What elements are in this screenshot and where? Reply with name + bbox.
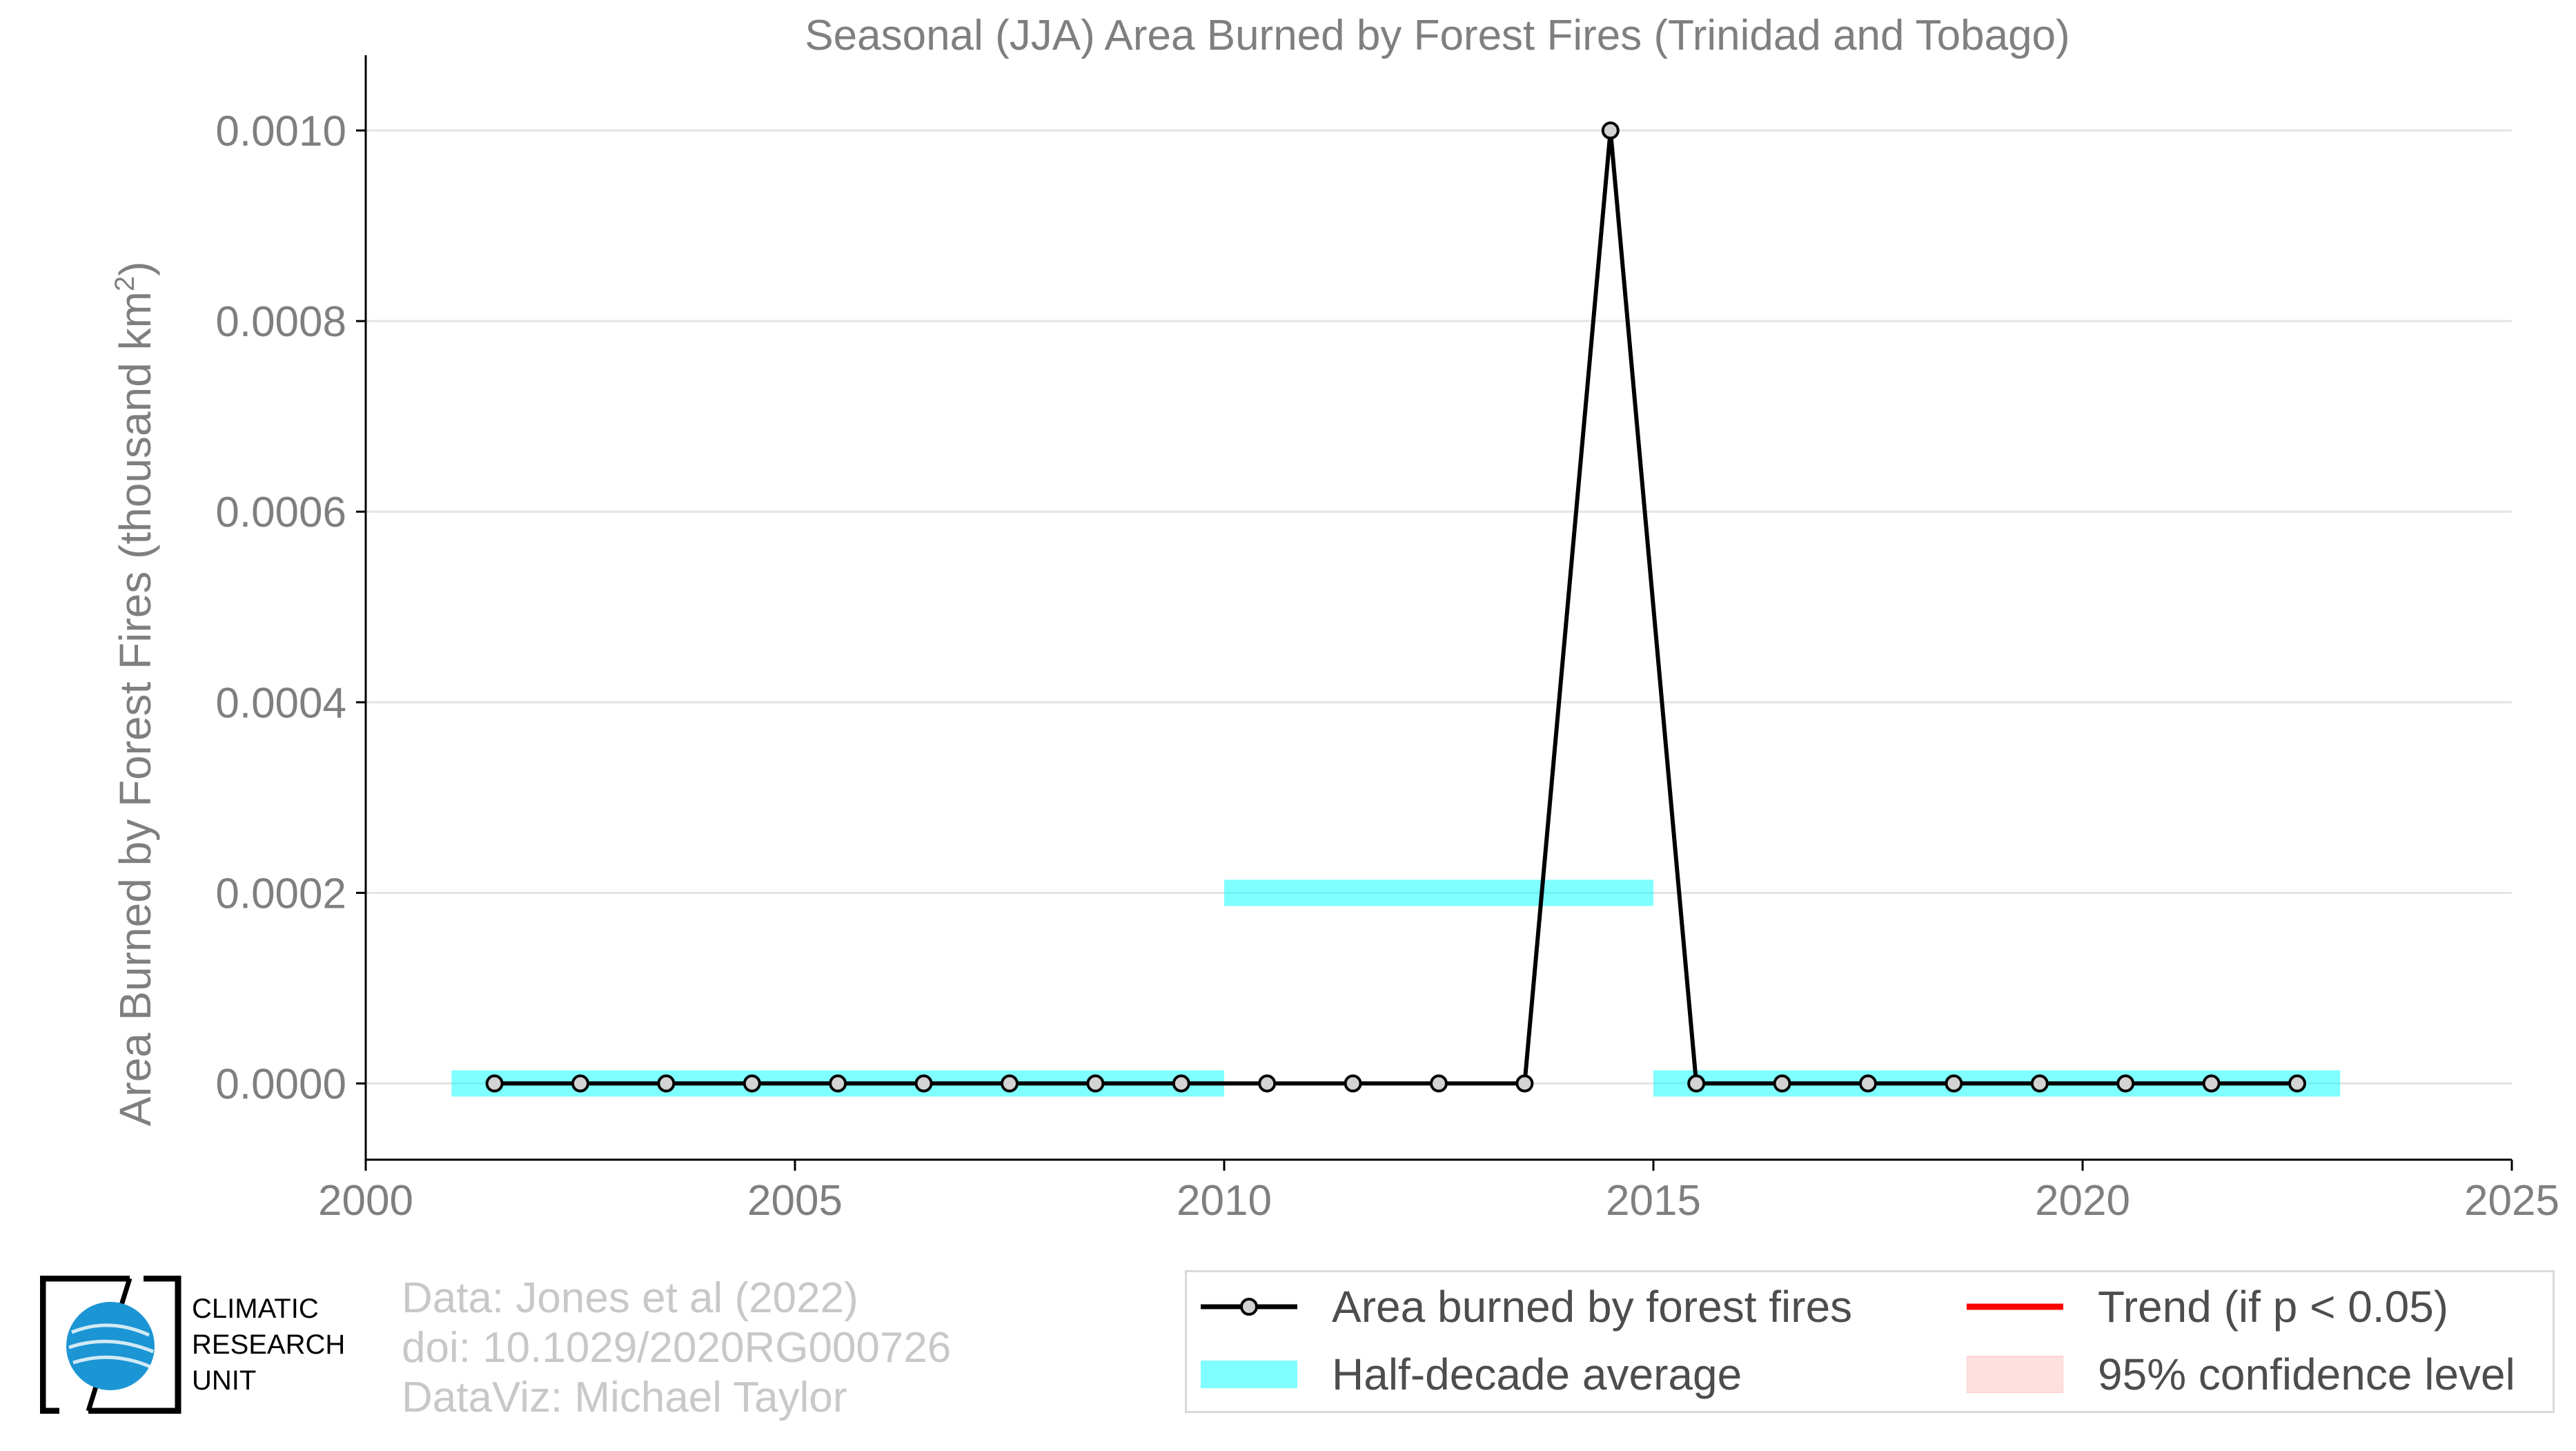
half-decade-average-band [1224, 879, 1653, 906]
y-axis-label-main: Area Burned by Forest Fires (thousand km [110, 291, 160, 1126]
y-tick-label: 0.0010 [215, 108, 346, 155]
x-tick-label: 2010 [1177, 1177, 1272, 1225]
data-point [743, 1074, 761, 1093]
legend: Area burned by forest fires Trend (if p … [1185, 1270, 2555, 1413]
x-tick-label: 2015 [1606, 1177, 1701, 1225]
data-point [914, 1074, 933, 1093]
legend-label-confidence: 95% confidence level [2098, 1350, 2515, 1399]
data-point [2030, 1074, 2049, 1093]
data-credits: Data: Jones et al (2022) doi: 10.1029/20… [402, 1274, 951, 1423]
data-point [1001, 1074, 1019, 1093]
data-point [1687, 1074, 1706, 1093]
x-tick-label: 2000 [318, 1177, 413, 1225]
data-point [2116, 1074, 2135, 1093]
data-point [1859, 1074, 1877, 1093]
grid [366, 129, 2512, 1085]
chart-title: Seasonal (JJA) Area Burned by Forest Fir… [805, 12, 2069, 59]
y-tick-label: 0.0002 [215, 870, 346, 917]
data-point [1515, 1074, 1534, 1093]
data-point [1172, 1074, 1190, 1093]
legend-item-trend: Trend (if p < 0.05) [1967, 1279, 2448, 1334]
cru-logo: CLIMATIC RESEARCH UNIT [39, 1275, 364, 1414]
y-axis-label: Area Burned by Forest Fires (thousand km… [110, 262, 160, 1127]
series-line [494, 130, 2297, 1086]
data-point [1086, 1074, 1105, 1093]
data-point [1601, 121, 1620, 140]
legend-item-area-burned: Area burned by forest fires [1201, 1279, 1852, 1334]
legend-label-half-decade: Half-decade average [1332, 1350, 1742, 1399]
data-point [1430, 1074, 1448, 1093]
data-point [485, 1074, 504, 1093]
y-tick-label: 0.0004 [215, 679, 346, 727]
legend-key-line-marker [1201, 1279, 1297, 1334]
legend-item-half-decade: Half-decade average [1201, 1347, 1742, 1402]
half-decade-average-bands [451, 879, 2341, 1097]
legend-label-trend: Trend (if p < 0.05) [2098, 1282, 2449, 1332]
cru-logo-line-2: RESEARCH [192, 1330, 346, 1360]
data-point [657, 1074, 676, 1093]
y-tick-label: 0.0006 [215, 489, 346, 536]
data-point [1773, 1074, 1791, 1093]
x-tick-label: 2020 [2035, 1177, 2130, 1225]
y-axis: 0.0000 0.0002 0.0004 0.0006 0.0008 0.0010 [215, 55, 367, 1160]
y-axis-label-end: ) [110, 262, 160, 276]
credit-doi: doi: 10.1029/2020RG000726 [402, 1324, 952, 1372]
y-tick-label: 0.0000 [215, 1061, 346, 1109]
data-point [1344, 1074, 1362, 1093]
x-tick-label: 2005 [747, 1177, 843, 1225]
data-point [1258, 1074, 1277, 1093]
cru-logo-line-3: UNIT [192, 1365, 257, 1396]
credit-data-source: Data: Jones et al (2022) [402, 1274, 858, 1322]
cru-logo-text: CLIMATIC RESEARCH UNIT [192, 1291, 345, 1399]
area-burned-series [485, 121, 2306, 1093]
legend-key-half-decade-band [1201, 1347, 1297, 1402]
data-point [2202, 1074, 2221, 1093]
legend-label-area-burned: Area burned by forest fires [1332, 1282, 1853, 1332]
x-tick-label: 2025 [2464, 1177, 2559, 1225]
cru-logo-mark [39, 1275, 181, 1414]
data-point [571, 1074, 589, 1093]
cru-logo-line-1: CLIMATIC [192, 1294, 319, 1324]
data-point [2288, 1074, 2306, 1093]
legend-key-trend-line [1967, 1279, 2063, 1334]
legend-key-confidence-band [1966, 1347, 2064, 1402]
credit-dataviz: DataViz: Michael Taylor [402, 1374, 847, 1421]
data-point [1945, 1074, 1963, 1093]
y-axis-label-superscript: 2 [110, 276, 140, 291]
legend-item-confidence: 95% confidence level [1966, 1347, 2515, 1402]
y-tick-label: 0.0008 [215, 298, 346, 346]
data-point [829, 1074, 847, 1093]
x-axis: 2000 2005 2010 2015 2020 2025 [318, 1158, 2559, 1225]
